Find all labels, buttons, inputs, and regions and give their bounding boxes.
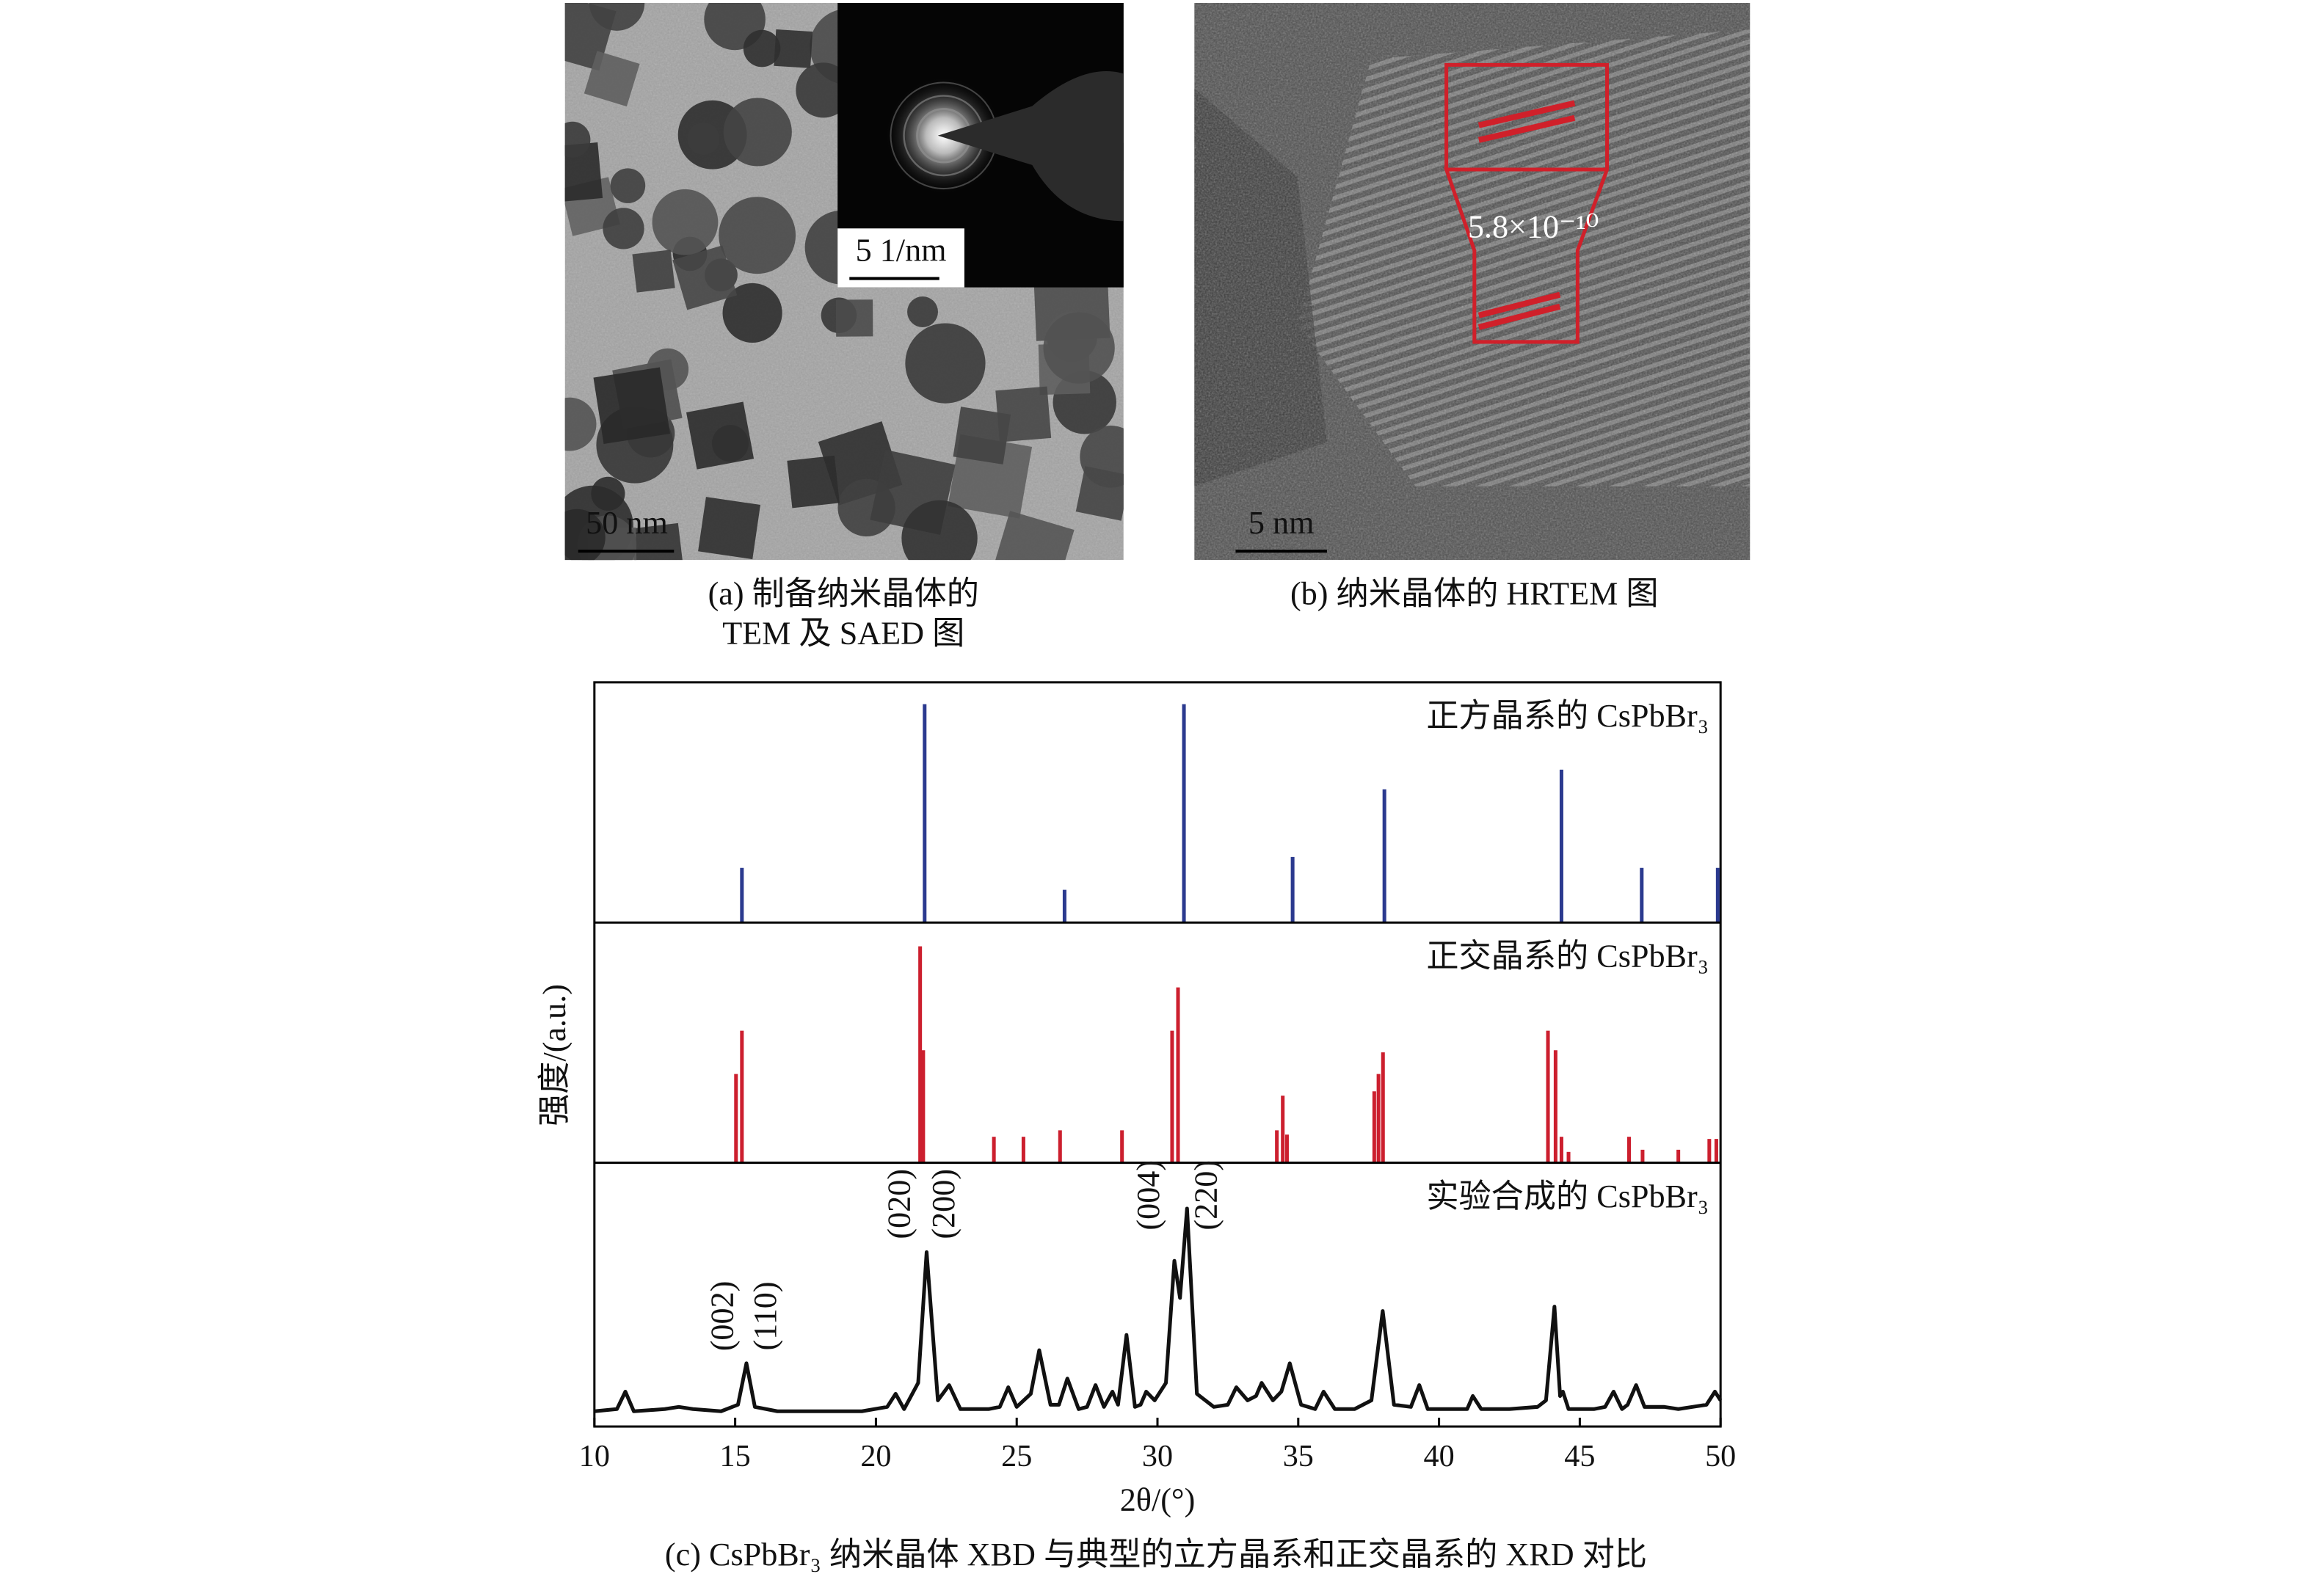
beam-stop xyxy=(937,71,1124,222)
peak-label: (110) xyxy=(747,1281,783,1350)
particle xyxy=(632,249,675,293)
particle xyxy=(722,283,782,343)
x-tick-label: 15 xyxy=(720,1439,751,1473)
caption: (c) CsPbBr₃ 纳米晶体 XBD 与典型的立方晶系和正交晶系的 XRD … xyxy=(665,1537,1647,1573)
caption: (a) 制备纳米晶体的 xyxy=(708,576,979,612)
particle xyxy=(652,189,719,255)
particle xyxy=(698,497,761,560)
particle xyxy=(591,476,625,511)
measure-box xyxy=(1444,62,1610,344)
fringe-mark xyxy=(1477,100,1576,128)
spacing-label: 5.8×10⁻¹⁰ xyxy=(1468,208,1599,244)
x-tick-label: 20 xyxy=(860,1439,891,1473)
particle xyxy=(584,51,640,107)
peak-label: (200) xyxy=(926,1169,961,1239)
caption: TEM 及 SAED 图 xyxy=(722,616,964,652)
x-tick-label: 50 xyxy=(1705,1439,1736,1473)
x-tick-label: 10 xyxy=(579,1439,610,1473)
particle xyxy=(603,208,644,249)
particle xyxy=(711,425,749,462)
caption: (b) 纳米晶体的 HRTEM 图 xyxy=(1290,576,1659,612)
particle xyxy=(1043,312,1115,384)
peak-label: (020) xyxy=(881,1169,917,1239)
particle xyxy=(564,121,591,158)
fringe-mark xyxy=(1477,291,1561,318)
hrtem-image xyxy=(1194,3,1751,561)
peak-label: (220) xyxy=(1188,1160,1224,1231)
particle xyxy=(630,522,684,561)
panel-label: 实验合成的 CsPbBr₃ xyxy=(1426,1178,1709,1214)
measure-outline xyxy=(1444,62,1610,344)
particle xyxy=(719,197,796,274)
y-axis-label: 强度/(a.u.) xyxy=(537,984,572,1126)
particle xyxy=(743,29,781,68)
x-tick-label: 35 xyxy=(1283,1439,1314,1473)
particle xyxy=(907,296,938,327)
fringe-mark xyxy=(1477,303,1561,330)
inset-scale-label: 5 1/nm xyxy=(856,233,947,269)
xrd-curve xyxy=(594,1206,1723,1413)
particle xyxy=(787,455,840,509)
particle xyxy=(796,62,851,118)
x-tick-label: 25 xyxy=(1001,1439,1032,1473)
saed-inset: 5 1/nm xyxy=(837,3,1124,288)
x-tick-label: 45 xyxy=(1564,1439,1595,1473)
particle xyxy=(991,511,1075,561)
particle xyxy=(610,168,646,203)
particle xyxy=(687,123,720,155)
fringe-mark xyxy=(1477,114,1576,143)
particle xyxy=(905,323,986,404)
particle xyxy=(774,29,813,68)
x-tick-label: 30 xyxy=(1142,1439,1173,1473)
panel-label: 正交晶系的 CsPbBr₃ xyxy=(1426,939,1709,974)
peak-label: (002) xyxy=(705,1281,741,1352)
panel-label: 正方晶系的 CsPbBr₃ xyxy=(1426,698,1709,734)
particle xyxy=(589,3,645,31)
particle xyxy=(564,142,603,203)
scale-label: 5 nm xyxy=(1248,505,1315,541)
particle xyxy=(901,500,978,561)
image-noise xyxy=(1194,3,1751,561)
particle xyxy=(953,407,1011,464)
particle xyxy=(835,299,873,337)
x-tick-label: 40 xyxy=(1424,1439,1455,1473)
particle xyxy=(995,386,1052,442)
particle xyxy=(564,397,597,451)
scale-label: 50 nm xyxy=(586,505,668,541)
particle xyxy=(564,509,606,561)
particle xyxy=(1080,426,1124,488)
x-axis-label: 2θ/(°) xyxy=(1120,1482,1196,1518)
particle xyxy=(593,367,670,445)
peak-label: (004) xyxy=(1130,1160,1166,1231)
particle xyxy=(723,98,792,167)
particle xyxy=(672,245,738,310)
